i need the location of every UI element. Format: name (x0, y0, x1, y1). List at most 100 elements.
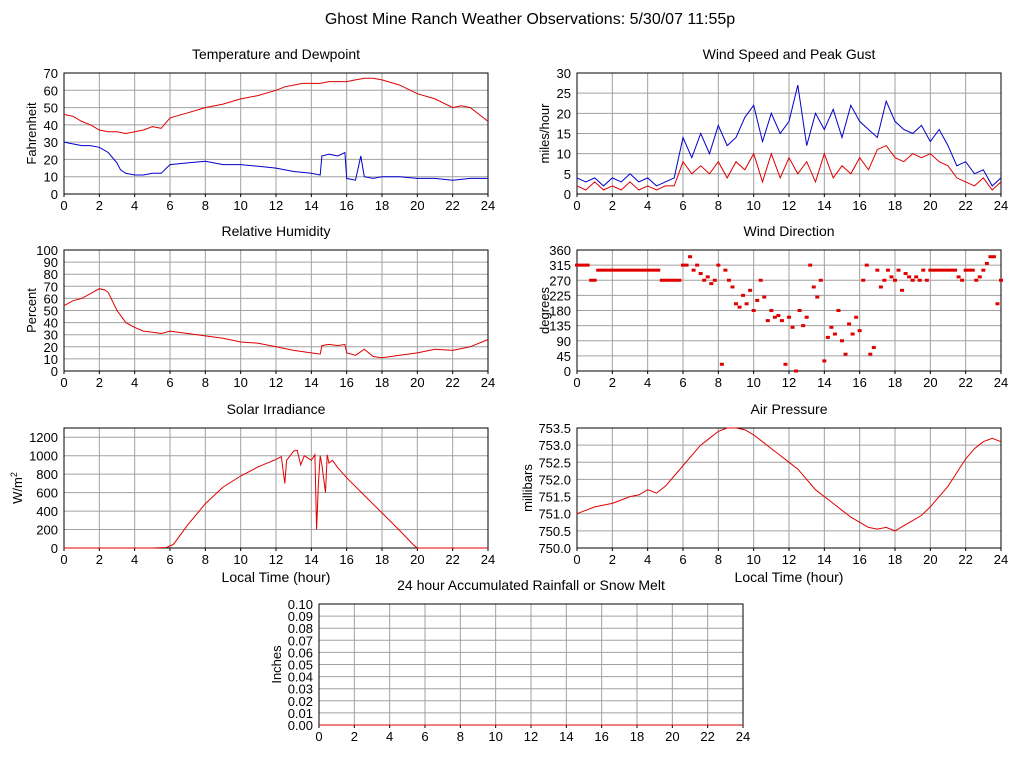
y-tick-label: 360 (549, 243, 571, 258)
data-point (917, 278, 922, 282)
x-tick-label: 20 (410, 552, 424, 567)
data-point (702, 278, 707, 282)
x-tick-label: 6 (679, 552, 686, 567)
y-tick-label: 20 (557, 106, 571, 121)
y-tick-label: 400 (36, 504, 58, 519)
x-tick-label: 16 (339, 198, 353, 213)
y-tick-label: 50 (44, 304, 58, 319)
data-point (575, 263, 579, 267)
data-point (638, 268, 643, 272)
data-point (751, 309, 756, 312)
y-tick-label: 0.03 (288, 682, 313, 697)
data-point (928, 268, 933, 272)
x-tick-label: 24 (994, 198, 1008, 213)
data-point (843, 352, 848, 356)
y-axis-label: Inches (269, 645, 284, 684)
y-tick-label: 90 (44, 255, 58, 270)
x-tick-label: 0 (573, 552, 580, 567)
data-point (779, 319, 784, 323)
data-point (596, 268, 601, 272)
x-tick-label: 10 (233, 552, 247, 567)
y-tick-label: 70 (44, 66, 58, 81)
data-point (808, 263, 813, 267)
y-tick-label: 600 (36, 486, 58, 501)
y-tick-label: 0.04 (288, 670, 313, 685)
data-point (984, 261, 989, 265)
data-point (977, 275, 982, 279)
data-point (765, 319, 770, 323)
x-tick-label: 16 (339, 375, 353, 390)
data-point (822, 359, 827, 363)
data-point (840, 339, 844, 343)
x-tick-label: 14 (304, 552, 318, 567)
data-point (854, 315, 859, 319)
data-point (794, 369, 799, 373)
data-point (829, 325, 834, 329)
x-axis-label: Local Time (hour) (735, 569, 844, 585)
x-tick-label: 8 (715, 198, 722, 213)
data-point (900, 288, 905, 292)
x-tick-label: 24 (736, 729, 750, 744)
series-line-0 (576, 427, 1002, 532)
chart-title: Air Pressure (750, 401, 827, 417)
y-axis-label: millibars (520, 464, 535, 512)
x-tick-label: 12 (782, 198, 796, 213)
data-point (974, 278, 979, 282)
data-point (684, 263, 689, 267)
x-tick-label: 0 (573, 375, 580, 390)
data-point (762, 295, 767, 299)
y-tick-label: 60 (44, 291, 58, 306)
data-point (709, 282, 714, 286)
data-point (585, 263, 590, 267)
data-point (769, 309, 774, 312)
data-point (656, 268, 661, 272)
data-point (691, 268, 696, 272)
x-tick-label: 4 (131, 552, 138, 567)
data-point (582, 263, 587, 267)
data-point (914, 275, 919, 279)
data-point (677, 278, 682, 282)
y-tick-label: 135 (549, 319, 571, 334)
x-tick-label: 4 (131, 375, 138, 390)
x-tick-label: 12 (269, 552, 283, 567)
y-tick-label: 50 (44, 101, 58, 116)
x-tick-label: 22 (700, 729, 714, 744)
data-point (645, 268, 650, 272)
chart-rain: 24 hour Accumulated Rainfall or Snow Mel… (269, 577, 750, 744)
y-tick-label: 10 (44, 170, 58, 185)
data-point (719, 362, 724, 366)
data-point (723, 268, 728, 272)
x-tick-label: 4 (644, 552, 651, 567)
x-tick-label: 10 (746, 198, 760, 213)
data-point (663, 278, 668, 282)
data-point (999, 278, 1003, 282)
y-tick-label: 90 (557, 334, 571, 349)
x-tick-label: 14 (817, 198, 831, 213)
x-tick-label: 20 (923, 552, 937, 567)
x-tick-label: 0 (60, 552, 67, 567)
data-point (734, 302, 738, 306)
data-point (666, 278, 671, 282)
data-point (776, 314, 781, 318)
y-tick-label: 20 (44, 152, 58, 167)
y-axis-label: Fahrenheit (24, 102, 39, 165)
data-point (818, 278, 823, 282)
data-point (631, 268, 636, 272)
data-point (695, 263, 700, 267)
data-point (931, 268, 936, 272)
x-tick-label: 20 (665, 729, 679, 744)
data-point (578, 263, 583, 267)
y-tick-label: 0.10 (288, 597, 313, 612)
y-tick-label: 25 (557, 86, 571, 101)
y-tick-label: 30 (557, 66, 571, 81)
y-tick-label: 751.5 (538, 490, 571, 505)
data-point (864, 263, 869, 267)
chart-title: Solar Irradiance (227, 401, 326, 417)
data-point (885, 268, 890, 272)
x-tick-label: 20 (410, 375, 424, 390)
x-tick-label: 8 (202, 198, 209, 213)
y-tick-label: 15 (557, 127, 571, 142)
y-tick-label: 0.02 (288, 694, 313, 709)
data-point (716, 263, 721, 267)
